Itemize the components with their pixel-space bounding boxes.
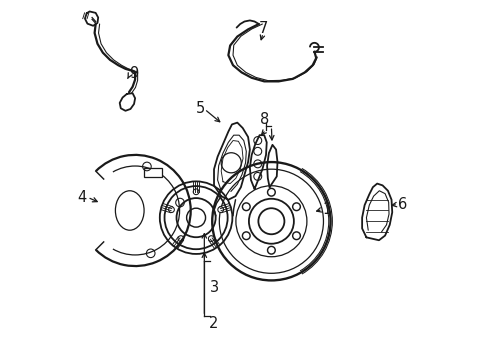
Text: 8: 8 (260, 112, 269, 126)
Circle shape (217, 207, 223, 212)
Text: 6: 6 (397, 197, 406, 212)
Text: 2: 2 (209, 316, 218, 331)
Bar (143, 168, 162, 177)
Text: 1: 1 (322, 202, 331, 217)
Circle shape (193, 189, 199, 195)
Circle shape (168, 207, 174, 212)
Text: 7: 7 (258, 21, 267, 36)
Text: 9: 9 (129, 66, 139, 81)
Text: 4: 4 (78, 190, 87, 205)
Circle shape (208, 236, 214, 242)
Text: 3: 3 (209, 280, 218, 295)
Text: 5: 5 (196, 101, 205, 116)
Circle shape (178, 236, 183, 242)
